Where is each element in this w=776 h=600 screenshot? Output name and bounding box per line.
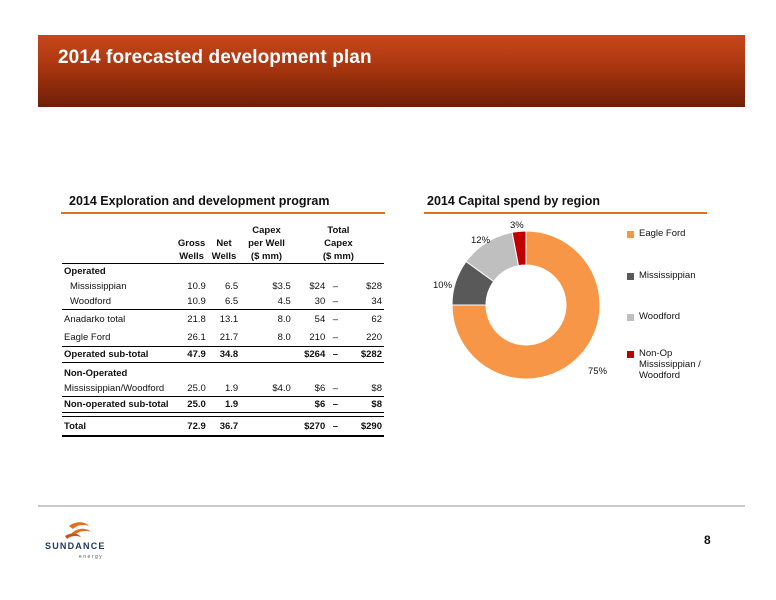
header-total-capex: Total xyxy=(327,225,350,236)
header-capex-per-well: ($ mm) xyxy=(240,250,293,264)
program-section-title: 2014 Exploration and development program xyxy=(69,194,330,208)
legend-swatch xyxy=(627,273,634,280)
legend-swatch xyxy=(627,231,634,238)
title-banner xyxy=(38,35,745,107)
table-row-total: Total 72.9 36.7 $270 – $290 xyxy=(62,416,384,437)
legend-item-eagle-ford: Eagle Ford xyxy=(627,228,701,239)
table-row-subtotal: Non-operated sub-total 25.0 1.9 $6 – $8 xyxy=(62,396,384,413)
svg-text:SUNDANCE: SUNDANCE xyxy=(45,541,106,551)
table-header-row-2: Gross Net per Well Capex xyxy=(62,237,384,250)
non-operated-label: Non-Operated xyxy=(64,368,128,379)
table-header-row-3: Wells Wells ($ mm) ($ mm) xyxy=(62,250,384,264)
header-total-capex: ($ mm) xyxy=(292,250,384,264)
header-net-wells: Wells xyxy=(207,250,241,264)
table-row: Anadarko total 21.8 13.1 8.0 54 – 62 xyxy=(64,313,382,325)
section-label-row: Non-Operated xyxy=(62,366,384,381)
table-row: Mississippian/Woodford 25.0 1.9 $4.0 $6 … xyxy=(64,383,382,394)
table-header-row-1: Capex Total xyxy=(62,224,384,237)
legend-item-non-op: Non-Op Mississippian / Woodford xyxy=(627,348,701,381)
slice-label-eagle-ford: 75% xyxy=(588,366,608,377)
donut-slice-non-op-mississippian-woodford xyxy=(511,230,527,267)
slice-label-woodford: 12% xyxy=(471,235,491,246)
svg-text:energy: energy xyxy=(79,554,103,560)
header-capex-per-well: Capex xyxy=(252,225,281,236)
sundance-logo: SUNDANCE energy xyxy=(45,522,106,560)
header-total-capex: Capex xyxy=(324,238,353,249)
header-capex-per-well: per Well xyxy=(248,238,285,249)
table-row: Eagle Ford 26.1 21.7 8.0 210 – 220 xyxy=(64,331,382,343)
chart-legend: Eagle Ford Mississippian Woodford Non-Op… xyxy=(627,228,701,381)
table-row: Mississippian 10.9 6.5 $3.5 $24 – $28 xyxy=(70,281,382,292)
capital-section-title: 2014 Capital spend by region xyxy=(427,194,600,208)
section-label-row: Operated xyxy=(62,264,384,280)
slice-label-mississippian: 10% xyxy=(433,280,453,291)
program-title-rule xyxy=(61,212,385,214)
donut-slice-eagle-ford xyxy=(451,230,601,380)
page-number: 8 xyxy=(704,533,711,547)
legend-item-woodford: Woodford xyxy=(627,311,701,322)
slice-label-non-op: 3% xyxy=(510,220,524,231)
header-net-wells: Net xyxy=(216,238,232,249)
table-row-subtotal: Operated sub-total 47.9 34.8 $264 – $282 xyxy=(62,346,384,363)
legend-swatch xyxy=(627,314,634,321)
operated-label: Operated xyxy=(64,266,106,277)
table-row: Woodford 10.9 6.5 4.5 30 – 34 xyxy=(62,294,384,310)
legend-item-mississippian: Mississippian xyxy=(627,270,701,281)
header-gross-wells: Gross xyxy=(177,238,206,249)
footer-rule xyxy=(38,505,745,507)
page-title: 2014 forecasted development plan xyxy=(58,47,372,68)
header-gross-wells: Wells xyxy=(175,250,208,264)
donut-slice-mississippian xyxy=(451,260,495,306)
program-table: Capex Total Gross Net per Well Capex Wel… xyxy=(62,224,384,437)
capital-title-rule xyxy=(424,212,707,214)
legend-swatch xyxy=(627,351,634,358)
